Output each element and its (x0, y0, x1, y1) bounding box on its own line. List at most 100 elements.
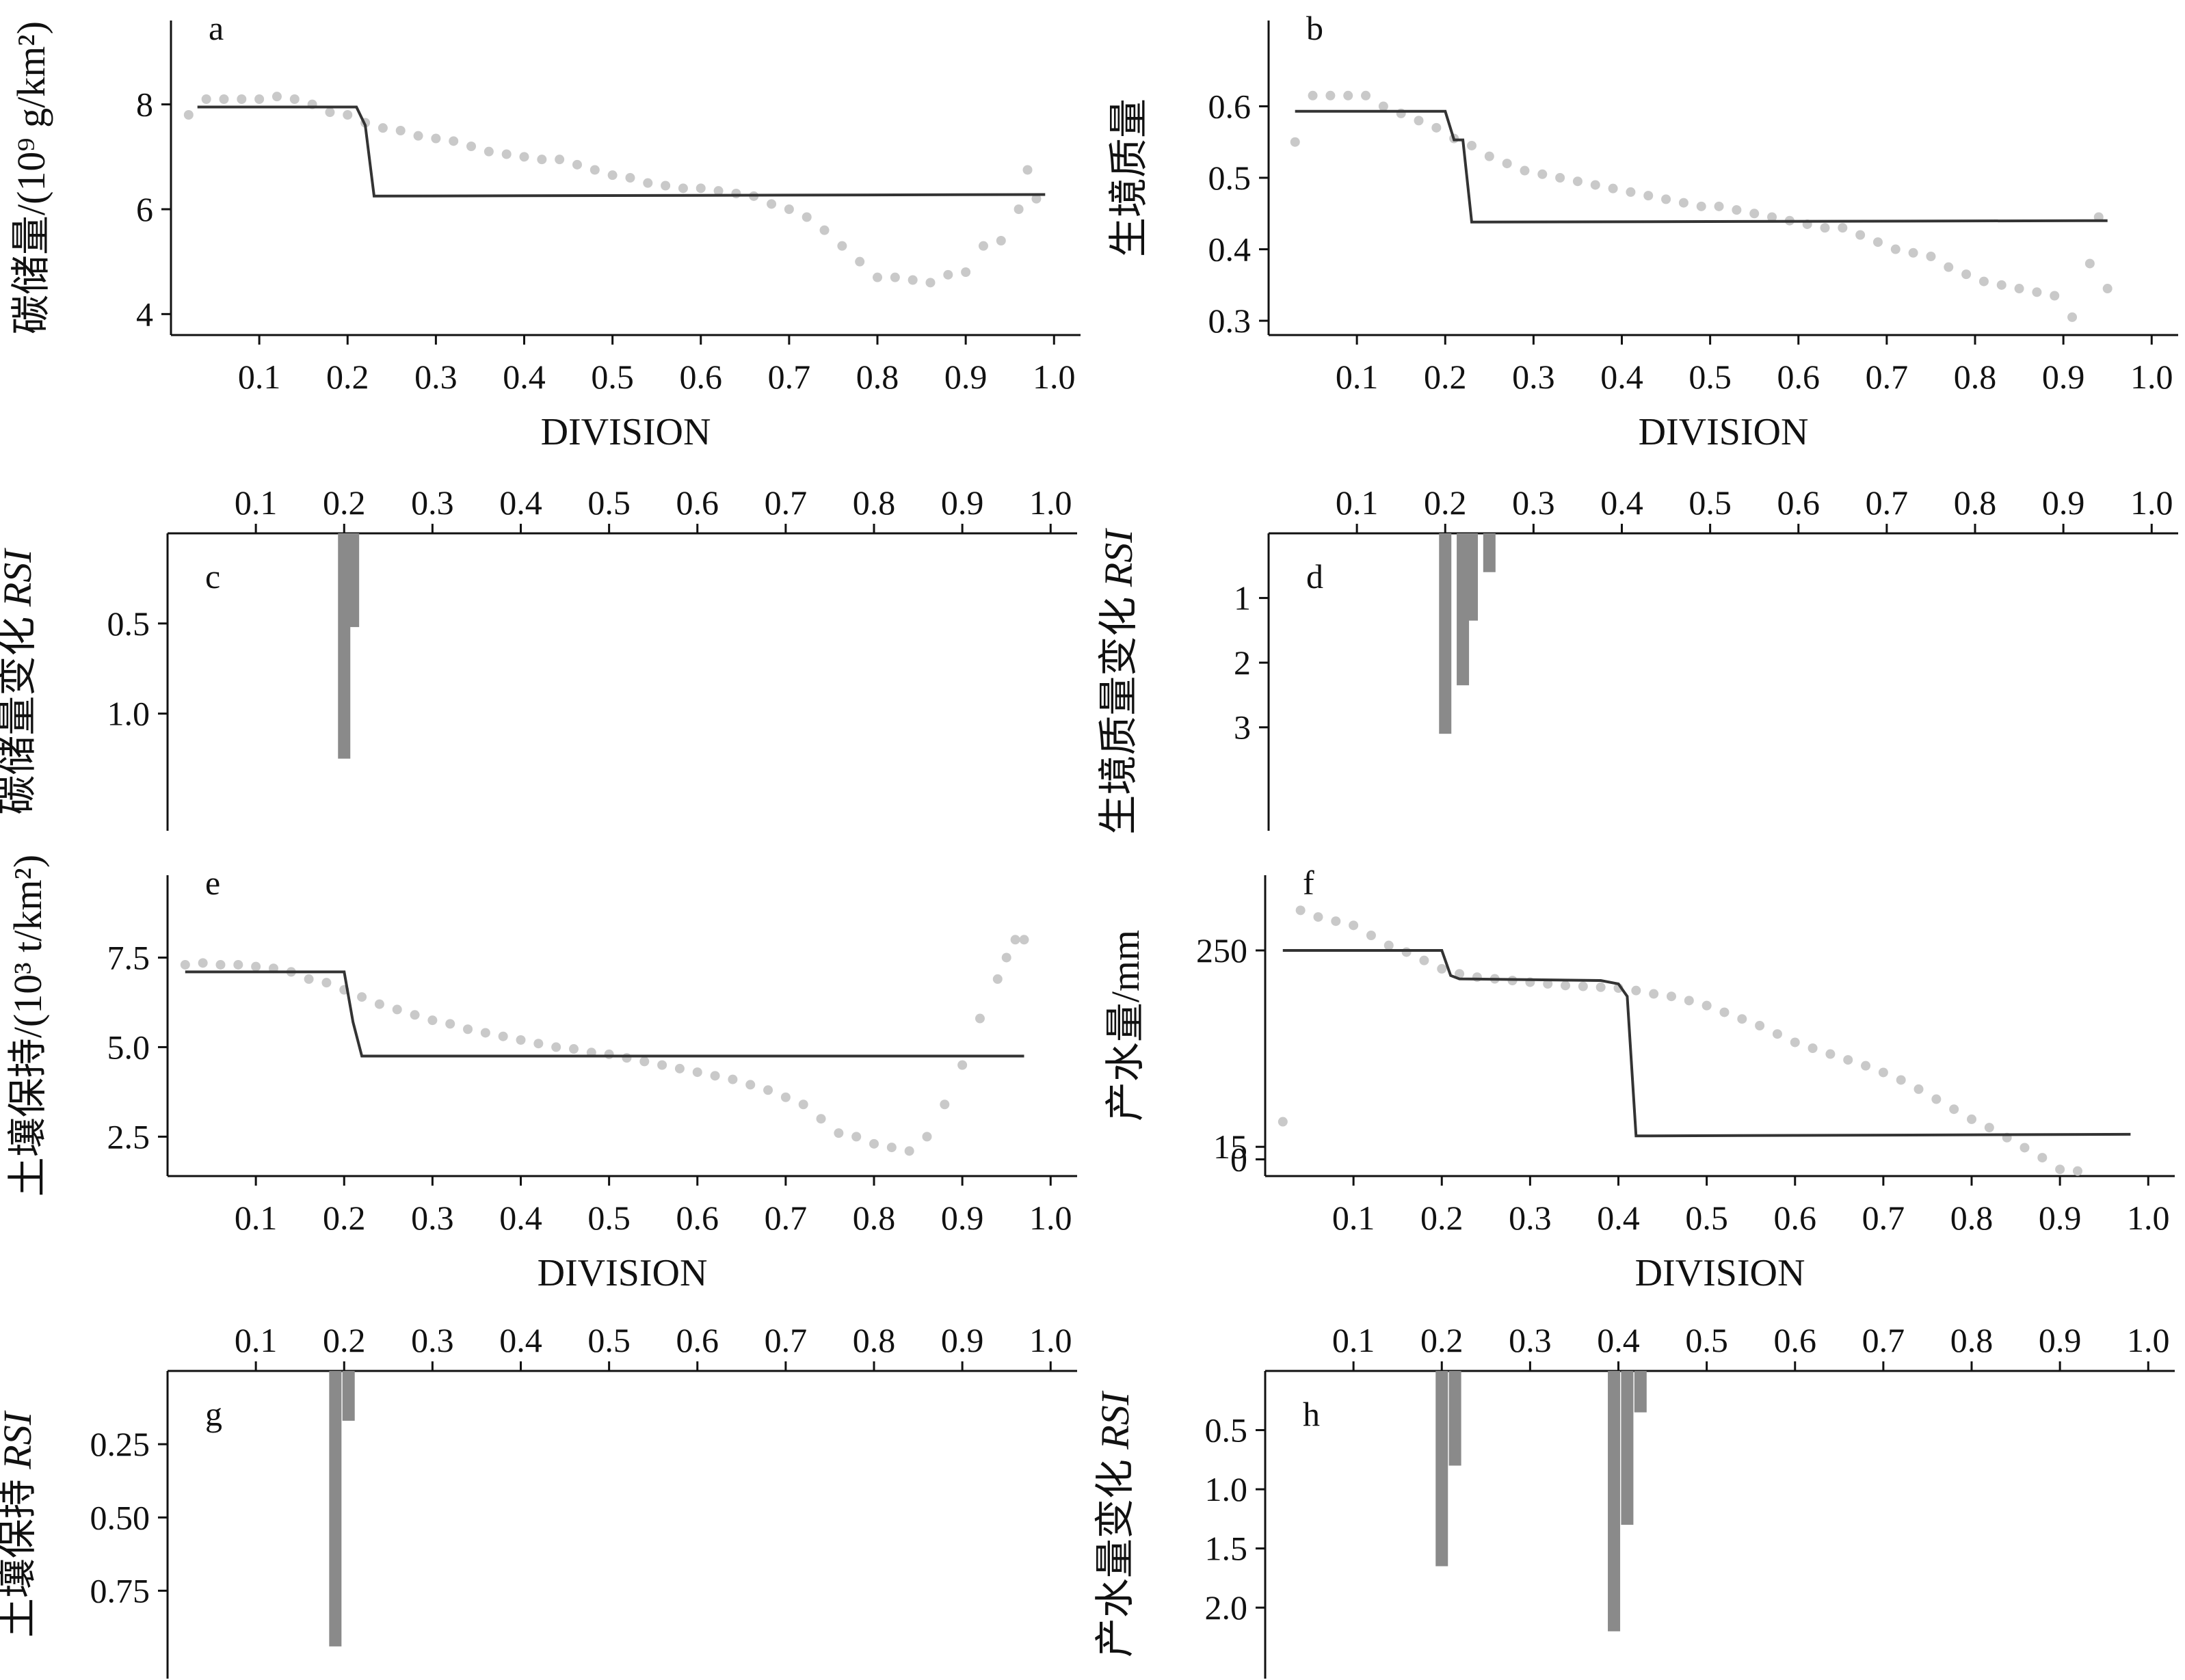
data-point (1861, 1061, 1871, 1071)
x-tick-label: 0.2 (326, 358, 369, 396)
data-point (1896, 1075, 1906, 1085)
data-point (254, 94, 265, 104)
data-point (1666, 991, 1676, 1002)
rsi-bar (1448, 1371, 1461, 1466)
data-point (1520, 165, 1530, 176)
y-tick-label: 2.0 (1205, 1588, 1248, 1627)
x-tick-label: 0.5 (1689, 358, 1732, 396)
data-point (1590, 180, 1600, 190)
data-point (1684, 996, 1694, 1006)
data-point (343, 110, 353, 120)
data-point (890, 272, 900, 282)
data-point (992, 974, 1003, 984)
data-point (819, 225, 830, 235)
y-tick-label: 0.5 (1205, 1411, 1248, 1450)
data-point (233, 959, 243, 970)
x-tick-label: 0.2 (1420, 1321, 1464, 1359)
x-tick-label: 0.5 (587, 1321, 631, 1359)
data-point (480, 1028, 490, 1038)
data-point (219, 94, 229, 104)
data-point (533, 1039, 544, 1049)
data-point (1455, 969, 1465, 979)
step-fit-line (1282, 949, 2131, 1138)
x-tick-label: 0.9 (2039, 1199, 2082, 1237)
x-axis-label: DIVISION (541, 411, 711, 453)
data-point (1383, 940, 1394, 950)
x-tick-label: 0.3 (411, 1199, 454, 1237)
x-tick-label: 0.4 (1600, 358, 1643, 396)
x-tick-label: 1.0 (2127, 1321, 2170, 1359)
data-point (728, 1074, 738, 1084)
data-point (183, 110, 194, 120)
rsi-bar (342, 1371, 355, 1421)
data-point (2050, 291, 2060, 301)
data-point (767, 199, 777, 209)
panel-c: 0.1 0.2 0.3 0.4 0.5 0.6 0.7 0.8 0.9 1.0 0.5 1.0 c 碳储量… (0, 483, 1077, 831)
panel-d: 0.1 0.2 0.3 0.4 0.5 0.6 0.7 0.8 0.9 1.0 1 2 3 d 生境质量变化… (1096, 483, 2178, 835)
data-point (639, 1056, 650, 1067)
data-point (1626, 187, 1636, 197)
x-tick-label: 1.0 (1029, 1321, 1072, 1359)
data-point (180, 959, 190, 970)
x-tick-label: 0.1 (235, 1321, 278, 1359)
x-tick-label: 0.9 (2042, 483, 2085, 522)
data-point (957, 1060, 968, 1070)
data-point (802, 212, 812, 222)
panel-label: a (209, 9, 224, 47)
panel-f: 0.1 0.2 0.3 0.4 0.5 0.6 0.7 0.8 0.9 1.0 250 150 DIVI… (1103, 864, 2175, 1294)
data-point (449, 136, 459, 146)
x-tick-label: 1.0 (1029, 483, 1072, 522)
data-point (484, 146, 494, 157)
data-point (1643, 191, 1654, 201)
x-axis-label: DIVISION (538, 1252, 708, 1294)
data-point (1578, 981, 1588, 991)
data-point (1543, 978, 1553, 989)
data-point (2032, 287, 2042, 297)
y-axis-label: 产水量变化 RSI (1093, 1390, 1137, 1657)
x-tick-label: 0.3 (1512, 483, 1555, 522)
data-point (1855, 230, 1866, 240)
y-tick-label: 0.6 (1208, 87, 1252, 125)
y-tick-label: 0 (1230, 1141, 1247, 1179)
data-point (1807, 1043, 1818, 1053)
x-tick-label: 0.5 (587, 483, 631, 522)
data-point (745, 1080, 756, 1090)
data-point (568, 1044, 579, 1054)
data-point (555, 155, 565, 165)
y-tick-label: 1.0 (1205, 1470, 1248, 1508)
panel-label: e (205, 864, 220, 902)
data-point (622, 1053, 632, 1063)
x-tick-label: 0.7 (1866, 358, 1909, 396)
data-point (519, 152, 529, 162)
data-point (1555, 173, 1565, 183)
data-point (1331, 916, 1341, 926)
y-tick-label: 1 (1234, 579, 1251, 617)
y-tick-label: 6 (136, 190, 153, 228)
x-tick-label: 0.2 (1424, 483, 1467, 522)
x-tick-label: 0.9 (941, 1199, 984, 1237)
data-point (1961, 269, 1972, 280)
data-point (996, 236, 1006, 245)
x-tick-label: 0.4 (1600, 483, 1643, 522)
data-point (2014, 284, 2024, 294)
data-point (696, 183, 706, 194)
rsi-bar (1439, 533, 1452, 734)
rsi-bar (1621, 1371, 1634, 1525)
rsi-bar (1634, 1371, 1647, 1413)
data-point (498, 1031, 508, 1041)
data-point (1843, 1055, 1853, 1065)
data-point (886, 1143, 897, 1153)
data-point (657, 1060, 667, 1070)
x-tick-label: 0.3 (1509, 1321, 1552, 1359)
data-point (1484, 151, 1494, 161)
panel-label: g (205, 1395, 222, 1433)
data-point (445, 1019, 455, 1029)
y-tick-label: 0.4 (1208, 230, 1252, 269)
data-point (237, 94, 247, 104)
x-tick-label: 0.8 (1950, 1199, 1994, 1237)
x-tick-label: 0.1 (235, 1199, 278, 1237)
data-point (674, 1063, 685, 1074)
data-point (325, 107, 335, 118)
x-tick-label: 0.1 (235, 483, 278, 522)
data-point (215, 959, 226, 970)
